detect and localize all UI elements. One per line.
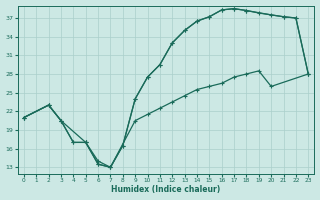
X-axis label: Humidex (Indice chaleur): Humidex (Indice chaleur) — [111, 185, 221, 194]
